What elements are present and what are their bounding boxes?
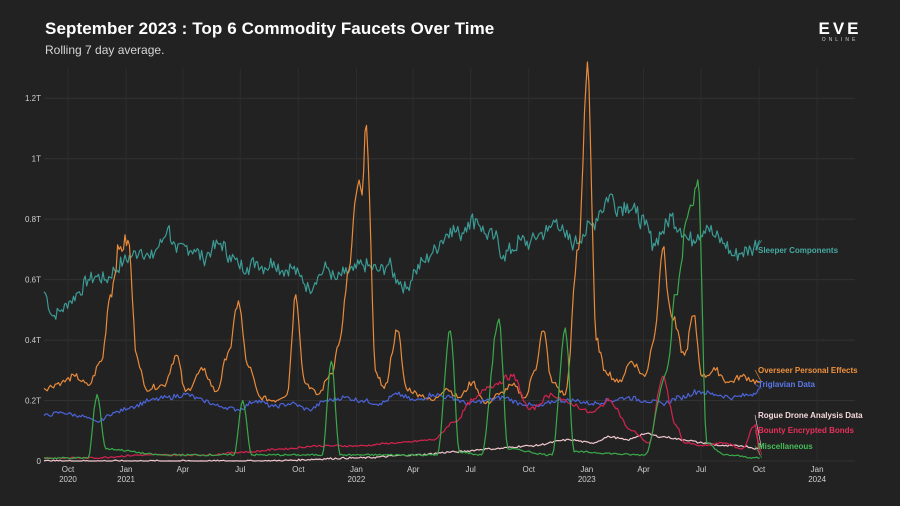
- y-tick-label: 0.8T: [25, 215, 41, 224]
- grid: [44, 68, 855, 462]
- x-tick-label: Jan: [580, 465, 593, 474]
- series-line-miscellaneous: [43, 179, 760, 460]
- label-leader: [754, 369, 762, 383]
- chart-subtitle: Rolling 7 day average.: [45, 43, 165, 57]
- x-tick-year: 2023: [578, 475, 596, 484]
- x-tick-label: Oct: [522, 465, 535, 474]
- series-label: Miscellaneous: [758, 442, 813, 451]
- series-line-bounty-encrypted-bonds: [43, 373, 761, 460]
- x-tick-year: 2020: [59, 475, 77, 484]
- label-leader: [754, 429, 762, 456]
- series-line-overseer-personal-effects: [43, 61, 760, 405]
- y-tick-label: 1.2T: [25, 94, 41, 103]
- x-tick-label: Apr: [637, 465, 650, 474]
- series-lines: [43, 61, 761, 462]
- series-label: Triglavian Data: [758, 380, 815, 389]
- x-tick-label: Jul: [466, 465, 476, 474]
- y-tick-label: 1T: [32, 155, 41, 164]
- y-tick-label: 0.6T: [25, 276, 41, 285]
- x-tick-label: Apr: [407, 465, 420, 474]
- series-labels: Sleeper Components Overseer Personal Effe…: [754, 240, 863, 459]
- label-leader: [754, 414, 762, 449]
- label-leader: [754, 445, 762, 459]
- x-tick-label: Jul: [235, 465, 245, 474]
- x-tick-label: Jan: [120, 465, 133, 474]
- x-tick-label: Oct: [62, 465, 75, 474]
- y-tick-label: 0.2T: [25, 397, 41, 406]
- x-tick-label: Oct: [753, 465, 766, 474]
- x-tick-year: 2022: [348, 475, 366, 484]
- eve-online-logo: EVE ONLINE: [812, 20, 868, 44]
- logo-sub-text: ONLINE: [821, 37, 859, 43]
- series-label: Rogue Drone Analysis Data: [758, 411, 863, 420]
- series-line-sleeper-components: [43, 193, 761, 320]
- chart-title: September 2023 : Top 6 Commodity Faucets…: [45, 19, 495, 38]
- x-tick-label: Oct: [292, 465, 305, 474]
- series-label: Overseer Personal Effects: [758, 366, 858, 375]
- x-tick-label: Jan: [811, 465, 824, 474]
- y-axis-ticks: 0 0.2T 0.4T 0.6T 0.8T 1T 1.2T: [25, 94, 42, 466]
- series-line-rogue-drone-analysis-data: [43, 432, 760, 462]
- series-label: Sleeper Components: [758, 246, 839, 255]
- label-leader: [754, 240, 762, 251]
- series-label: Bounty Encrypted Bonds: [758, 426, 855, 435]
- x-tick-year: 2024: [808, 475, 826, 484]
- x-tick-label: Apr: [177, 465, 190, 474]
- label-leader: [754, 383, 762, 389]
- logo-main-text: EVE: [818, 19, 862, 38]
- series-line-triglavian-data: [43, 387, 761, 423]
- x-tick-label: Jul: [696, 465, 706, 474]
- x-tick-year: 2021: [117, 475, 135, 484]
- y-tick-label: 0: [37, 457, 42, 466]
- y-tick-label: 0.4T: [25, 336, 41, 345]
- x-tick-label: Jan: [350, 465, 363, 474]
